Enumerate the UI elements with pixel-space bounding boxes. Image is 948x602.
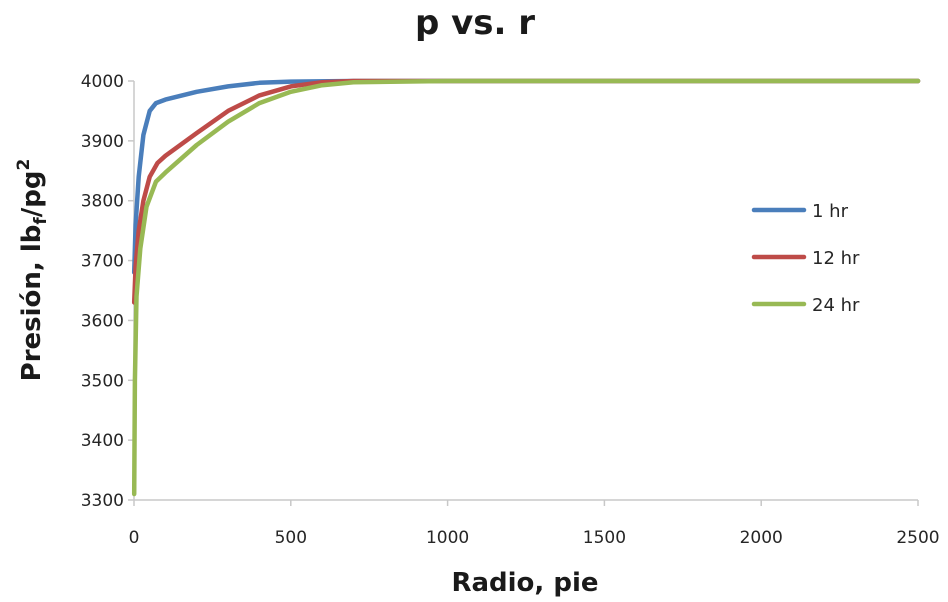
x-tick-label: 0 xyxy=(129,528,140,548)
y-axis-title: Presión, lbf/pg2 xyxy=(14,159,51,382)
legend: 1 hr 12 hr 24 hr xyxy=(751,201,860,316)
y-tick-label: 3700 xyxy=(81,252,124,272)
x-axis-title: Radio, pie xyxy=(451,568,598,598)
y-axis-title-mid: /pg xyxy=(17,170,47,217)
y-tick-label: 3500 xyxy=(81,371,124,391)
x-tick-label: 2500 xyxy=(896,528,939,548)
chart-title: p vs. r xyxy=(415,3,535,43)
y-tick-label: 3400 xyxy=(81,431,124,451)
y-tick-label: 3600 xyxy=(81,311,124,331)
series-line-24-hr xyxy=(131,78,921,497)
series-lines xyxy=(131,78,921,497)
y-tick-label: 3300 xyxy=(81,491,124,511)
legend-label: 24 hr xyxy=(812,295,860,316)
x-tick-label: 2000 xyxy=(740,528,783,548)
y-axis-title-superscript: 2 xyxy=(14,159,34,171)
y-axis-title-subscript: f xyxy=(31,217,51,225)
y-tick-label: 3900 xyxy=(81,132,124,152)
x-tick-label: 500 xyxy=(275,528,307,548)
legend-label: 1 hr xyxy=(812,201,849,222)
x-tick-label: 1000 xyxy=(426,528,469,548)
x-tick-label: 1500 xyxy=(583,528,626,548)
y-axis-ticks: 3300 3400 3500 3600 3700 3800 3900 4000 xyxy=(81,72,134,511)
legend-label: 12 hr xyxy=(812,248,860,269)
y-tick-label: 4000 xyxy=(81,72,124,92)
y-axis-title-main: Presión, lb xyxy=(17,225,47,382)
x-axis-ticks: 0 500 1000 1500 2000 2500 xyxy=(129,500,940,548)
y-tick-label: 3800 xyxy=(81,192,124,212)
series-line-12-hr xyxy=(131,78,921,305)
